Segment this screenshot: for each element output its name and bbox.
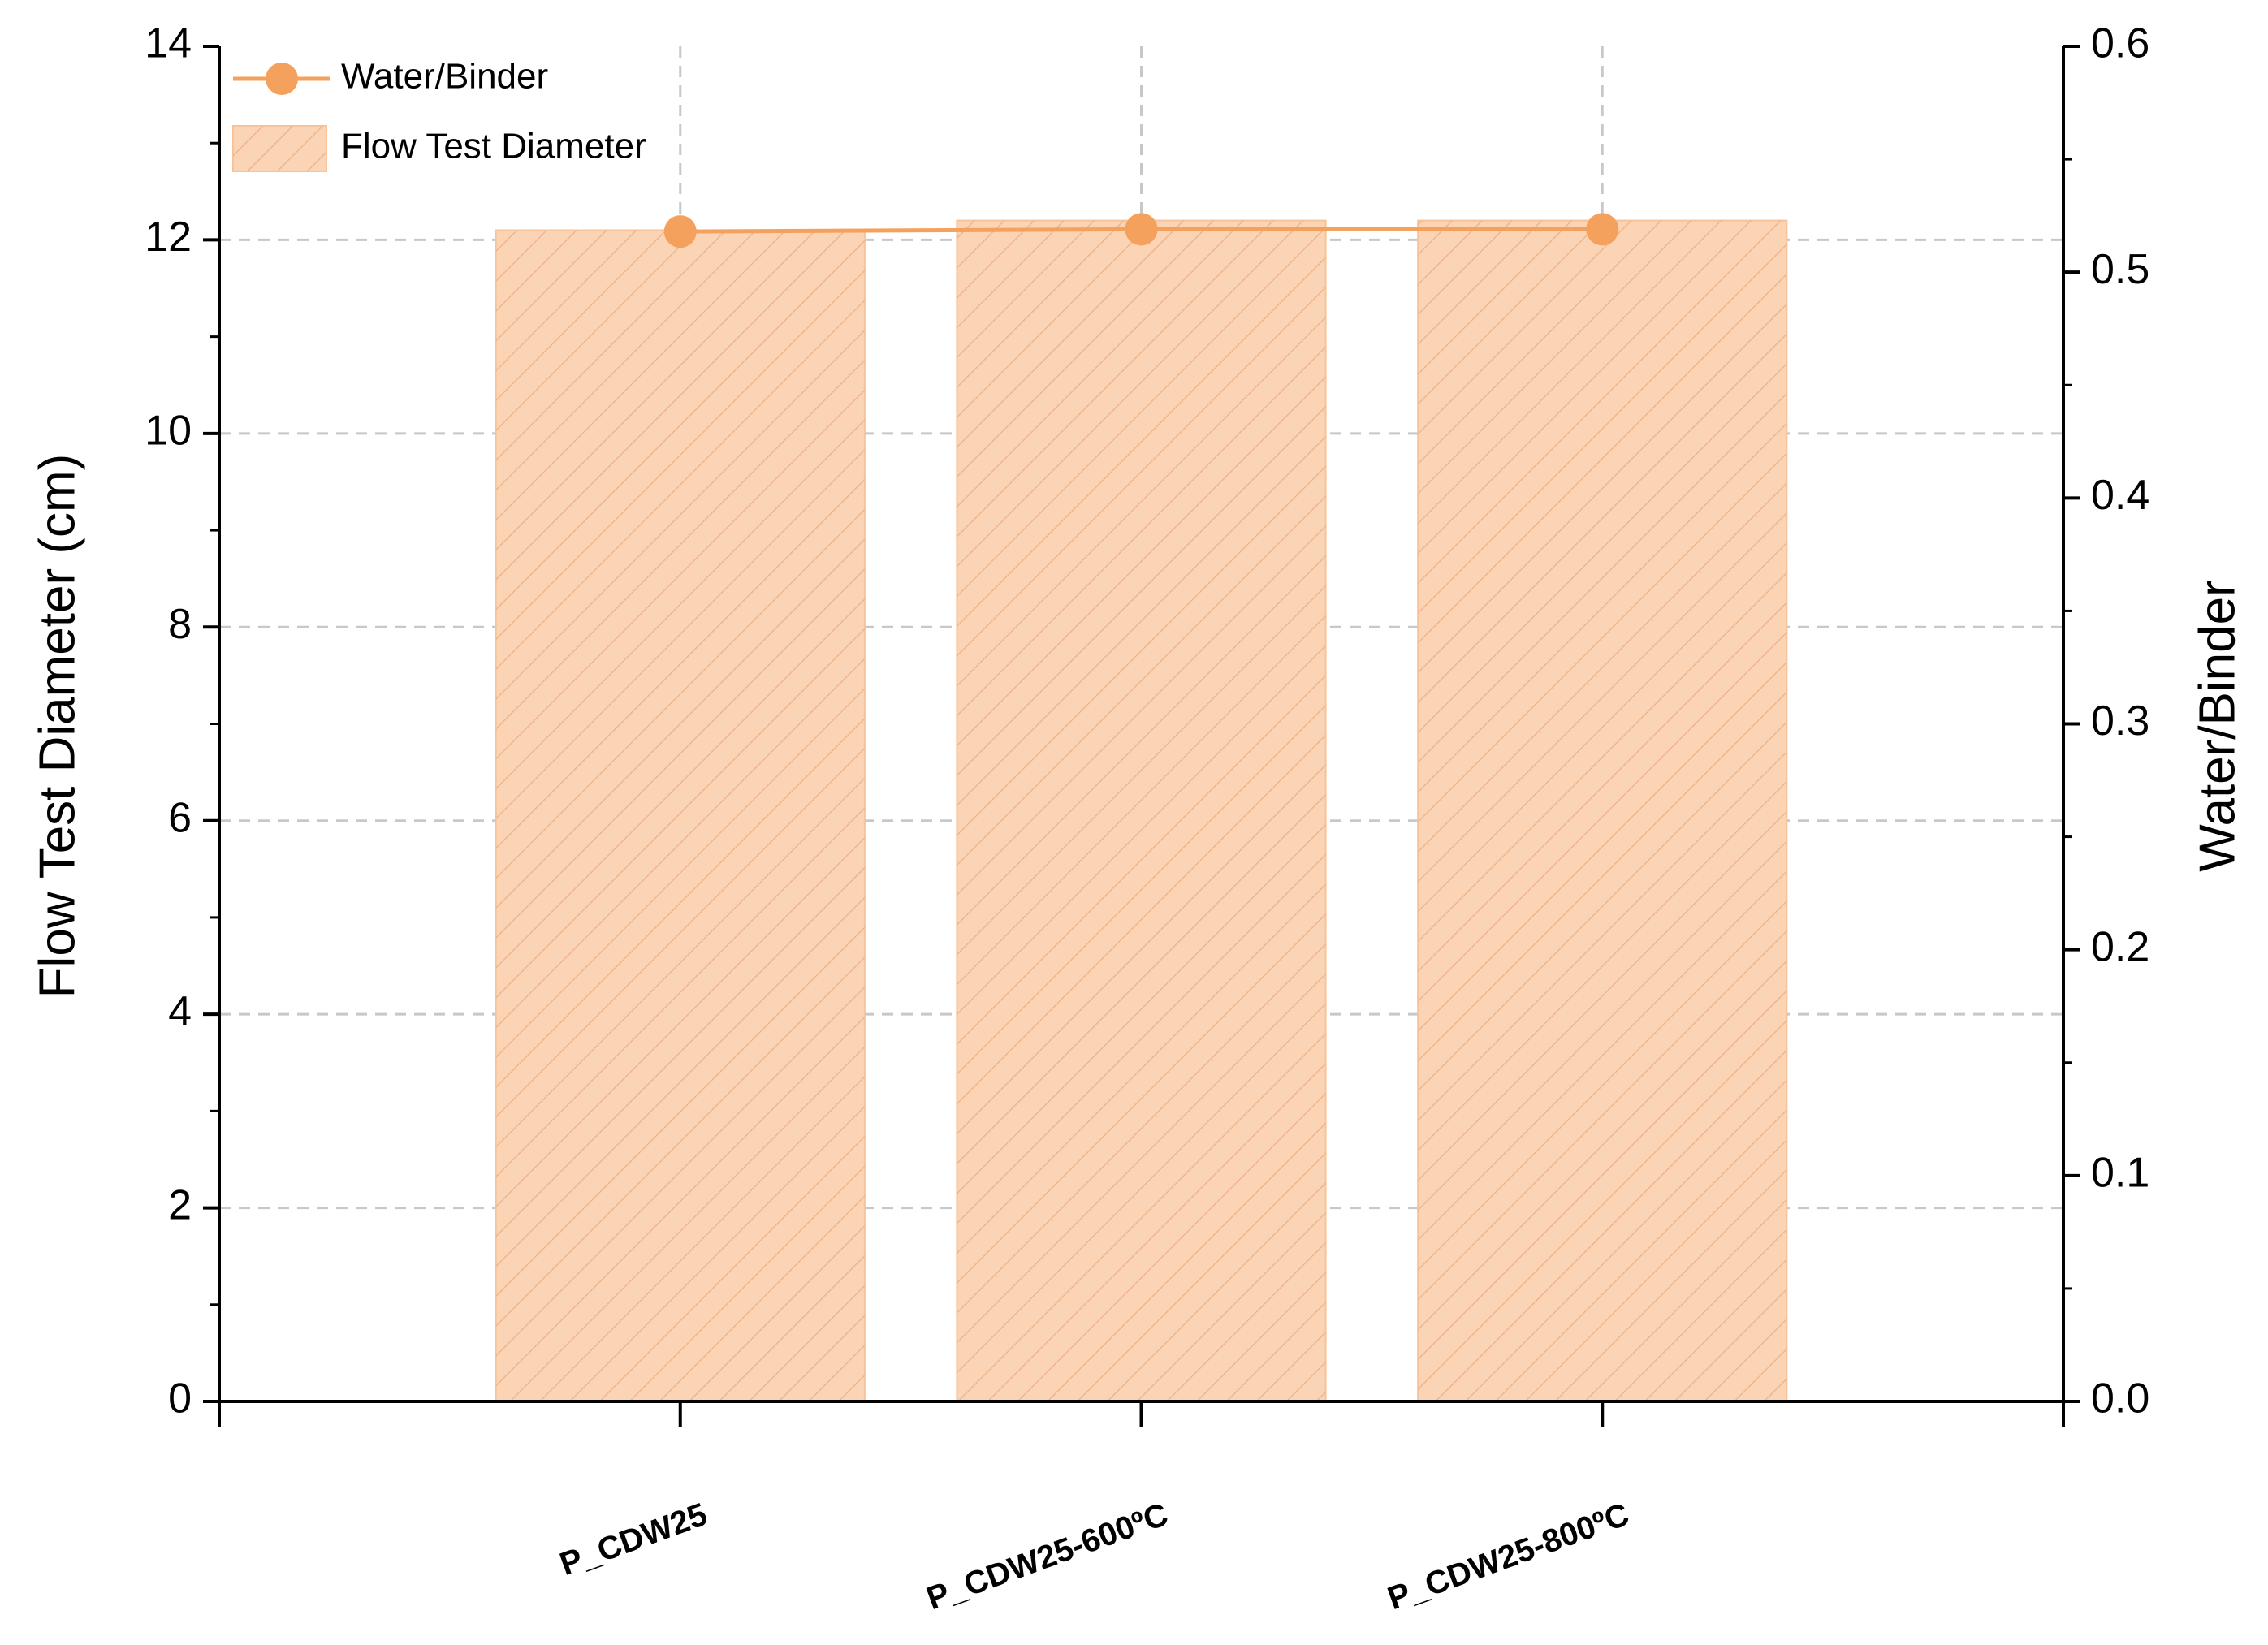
y2-tick-label: 0.5 <box>2091 246 2149 293</box>
x-tick-label: P_CDW25 <box>555 1496 712 1582</box>
y-axis-title: Flow Test Diameter (cm) <box>29 454 85 999</box>
legend-label: Water/Binder <box>341 57 548 97</box>
y-tick-label: 14 <box>145 20 192 67</box>
y2-axis-title: Water/Binder <box>2189 580 2245 872</box>
legend-marker <box>266 63 298 95</box>
legend-label: Flow Test Diameter <box>341 127 646 166</box>
point <box>1125 213 1158 246</box>
point <box>1586 213 1619 246</box>
y2-tick-label: 0.3 <box>2091 697 2149 745</box>
y-tick-label: 10 <box>145 408 192 455</box>
y2-tick-label: 0.6 <box>2091 20 2149 67</box>
x-tick-label: P_CDW25-800ºC <box>1383 1496 1634 1617</box>
y-tick-label: 6 <box>168 794 192 841</box>
y-tick-label: 12 <box>145 214 192 261</box>
bar-hatch <box>957 220 1326 1402</box>
legend-hatch <box>233 126 326 171</box>
y-tick-label: 2 <box>168 1181 192 1228</box>
y-tick-label: 0 <box>168 1375 192 1423</box>
marks <box>495 213 1788 1403</box>
bar-hatch <box>495 230 865 1402</box>
y-tick-label: 8 <box>168 601 192 648</box>
y2-tick-label: 0.0 <box>2091 1375 2149 1423</box>
y2-tick-label: 0.2 <box>2091 923 2149 970</box>
y2-tick-label: 0.4 <box>2091 472 2149 519</box>
y2-tick-label: 0.1 <box>2091 1150 2149 1197</box>
bar-hatch <box>1418 220 1787 1402</box>
y-tick-label: 4 <box>168 988 192 1035</box>
x-tick-label: P_CDW25-600ºC <box>922 1496 1173 1617</box>
point <box>663 215 697 248</box>
